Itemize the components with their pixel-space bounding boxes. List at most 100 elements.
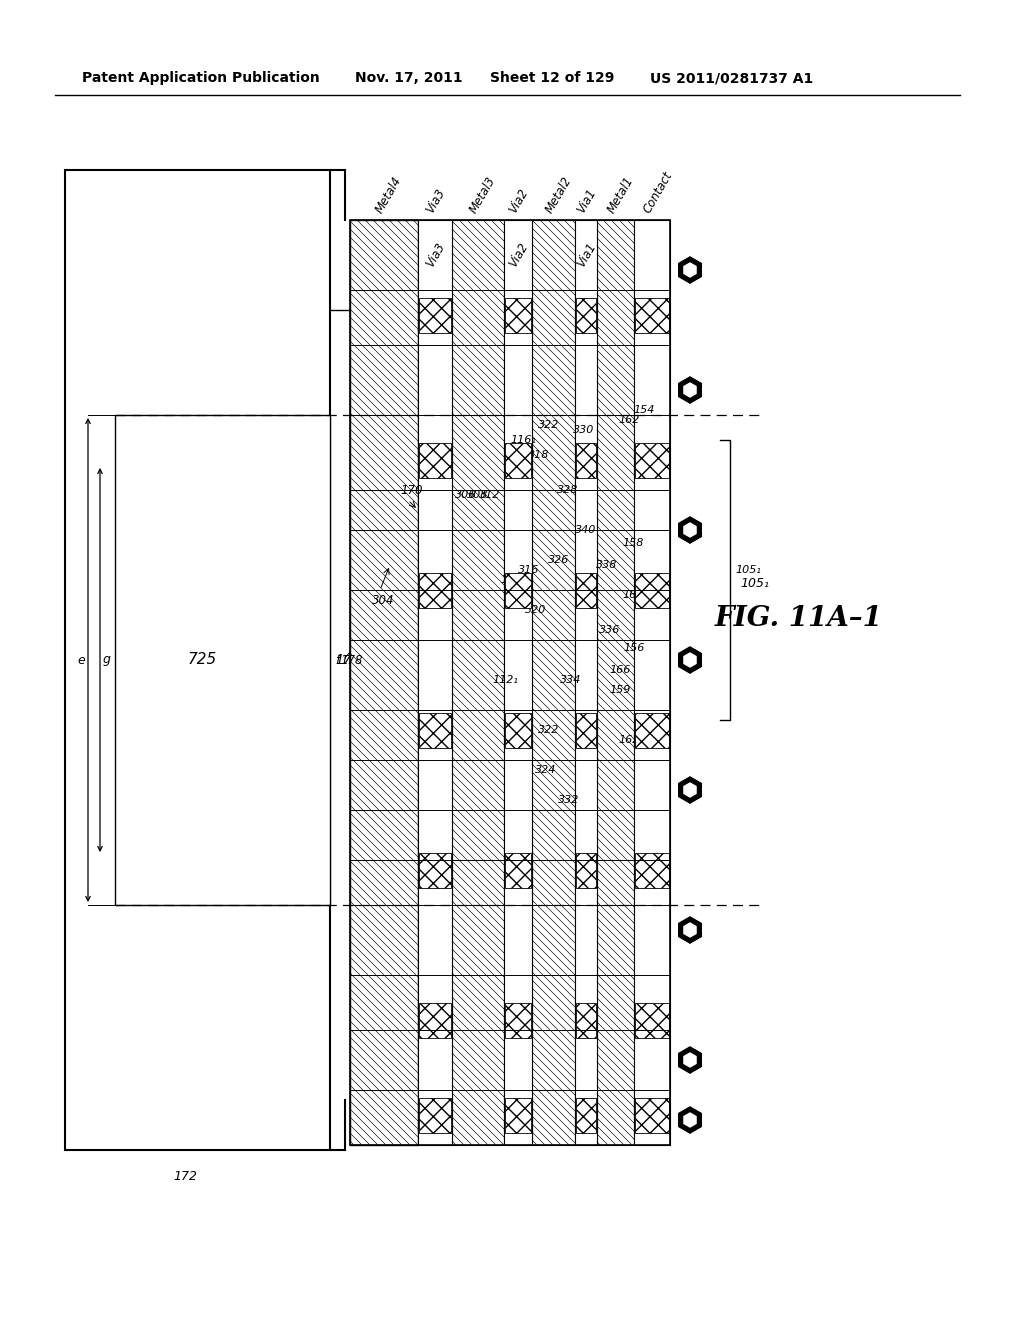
Text: Via2: Via2	[507, 186, 531, 215]
Bar	[505, 298, 531, 333]
Text: Via3: Via3	[424, 186, 449, 215]
Text: 306: 306	[455, 490, 476, 500]
Text: 304: 304	[372, 594, 394, 606]
Text: US 2011/0281737 A1: US 2011/0281737 A1	[650, 71, 813, 84]
Bar	[505, 713, 531, 748]
Text: 330: 330	[573, 425, 594, 436]
Text: 158: 158	[622, 539, 643, 548]
Text: 159: 159	[609, 685, 631, 696]
Bar	[419, 1003, 451, 1038]
Polygon shape	[684, 923, 696, 937]
Text: 162: 162	[618, 735, 639, 744]
Polygon shape	[684, 1053, 696, 1067]
Bar	[419, 444, 451, 478]
Text: 112₁: 112₁	[492, 675, 518, 685]
Text: 105₁: 105₁	[740, 577, 769, 590]
Bar	[419, 573, 451, 609]
Polygon shape	[684, 783, 696, 797]
Text: 322: 322	[538, 725, 559, 735]
Polygon shape	[679, 257, 701, 282]
Polygon shape	[684, 523, 696, 537]
Bar	[532, 220, 575, 1144]
Text: f: f	[335, 653, 339, 667]
Bar	[505, 1003, 531, 1038]
Text: Sheet 12 of 129: Sheet 12 of 129	[490, 71, 614, 84]
Bar	[635, 1098, 669, 1133]
Text: 178: 178	[335, 653, 359, 667]
Text: 324: 324	[535, 766, 556, 775]
Bar	[505, 444, 531, 478]
Bar	[65, 170, 330, 1150]
Text: Metal1: Metal1	[605, 174, 636, 215]
Polygon shape	[679, 1047, 701, 1073]
Text: 156: 156	[623, 643, 644, 653]
Bar	[418, 220, 452, 1144]
Text: 332: 332	[558, 795, 580, 805]
Bar	[504, 220, 532, 1144]
Text: Contact: Contact	[641, 169, 675, 215]
Bar	[419, 298, 451, 333]
Bar	[575, 220, 597, 1144]
Text: 178: 178	[340, 653, 362, 667]
Text: 316: 316	[518, 565, 540, 576]
Polygon shape	[679, 1107, 701, 1133]
Text: Via1: Via1	[574, 242, 599, 271]
Bar	[635, 573, 669, 609]
Text: 114₁: 114₁	[500, 576, 526, 585]
Bar	[575, 1098, 596, 1133]
Bar	[505, 573, 531, 609]
Text: 105₁: 105₁	[735, 565, 761, 576]
Text: Via3: Via3	[424, 242, 449, 271]
Bar	[115, 414, 330, 906]
Text: 166: 166	[609, 665, 631, 675]
Text: 328: 328	[557, 484, 579, 495]
Bar	[350, 220, 418, 1144]
Bar	[505, 1098, 531, 1133]
Polygon shape	[679, 777, 701, 803]
Polygon shape	[679, 378, 701, 403]
Text: 334: 334	[560, 675, 582, 685]
Bar	[350, 220, 670, 1144]
Text: Metal2: Metal2	[543, 174, 574, 215]
Text: g: g	[103, 653, 111, 667]
Text: Nov. 17, 2011: Nov. 17, 2011	[355, 71, 463, 84]
Text: 170: 170	[400, 483, 423, 496]
Polygon shape	[679, 647, 701, 673]
Text: Patent Application Publication: Patent Application Publication	[82, 71, 319, 84]
Text: 336: 336	[599, 624, 621, 635]
Text: 154: 154	[633, 405, 654, 414]
Text: 162: 162	[618, 414, 639, 425]
Text: 340: 340	[575, 525, 596, 535]
Bar	[419, 1098, 451, 1133]
Text: 116₁: 116₁	[510, 436, 536, 445]
Text: 338: 338	[596, 560, 617, 570]
Bar	[575, 853, 596, 888]
Polygon shape	[684, 1113, 696, 1127]
Text: 326: 326	[548, 554, 569, 565]
Bar	[505, 853, 531, 888]
Text: 308: 308	[467, 490, 488, 500]
Text: 322: 322	[538, 420, 559, 430]
Bar	[419, 853, 451, 888]
Bar	[597, 220, 634, 1144]
Polygon shape	[684, 653, 696, 667]
Text: 164: 164	[622, 590, 643, 601]
Bar	[635, 853, 669, 888]
Text: 318: 318	[528, 450, 549, 459]
Text: 320: 320	[525, 605, 547, 615]
Bar	[575, 573, 596, 609]
Polygon shape	[679, 917, 701, 942]
Bar	[575, 298, 596, 333]
Polygon shape	[679, 517, 701, 543]
Text: FIG. 11A–1: FIG. 11A–1	[715, 605, 883, 632]
Text: 312: 312	[479, 490, 501, 500]
Text: e: e	[77, 653, 85, 667]
Bar	[419, 713, 451, 748]
Bar	[575, 713, 596, 748]
Bar	[452, 220, 504, 1144]
Bar	[635, 444, 669, 478]
Text: 172: 172	[173, 1170, 197, 1183]
Text: Metal4: Metal4	[373, 174, 404, 215]
Bar	[634, 220, 670, 1144]
Bar	[635, 713, 669, 748]
